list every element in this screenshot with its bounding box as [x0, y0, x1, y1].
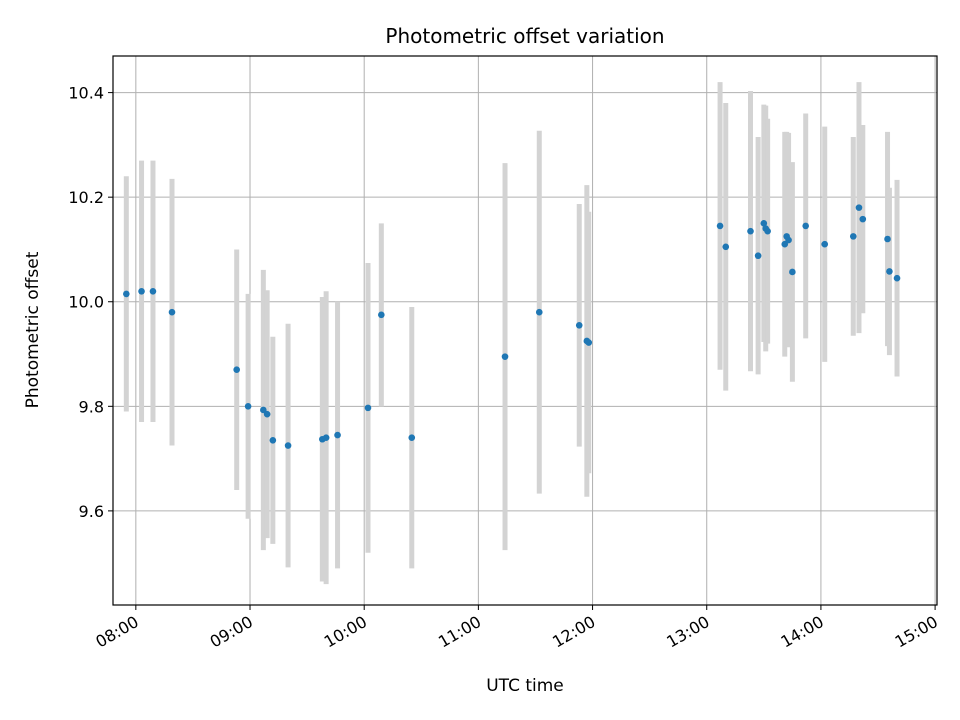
data-point: [233, 366, 240, 374]
data-point: [263, 410, 271, 418]
y-tick-label: 10.4: [68, 84, 104, 103]
data-point: [575, 321, 583, 329]
y-tick-label: 10.2: [68, 188, 104, 207]
data-points: [123, 204, 901, 449]
chart-title: Photometric offset variation: [385, 24, 664, 48]
data-point: [138, 287, 145, 295]
data-point: [747, 227, 754, 235]
data-point: [760, 220, 768, 227]
data-point: [408, 434, 416, 441]
data-point: [149, 287, 157, 295]
y-axis: 9.6 9.8 10.0 10.2 10.4: [68, 84, 113, 521]
data-point: [535, 308, 543, 316]
y-tick-label: 9.6: [79, 502, 104, 521]
data-point: [821, 240, 829, 248]
data-point: [716, 222, 724, 230]
data-point: [859, 215, 867, 223]
data-point: [260, 406, 267, 414]
plot-frame: [112, 55, 938, 606]
y-tick-label: 9.8: [79, 397, 104, 416]
data-point: [849, 233, 857, 240]
x-axis-label: UTC time: [486, 676, 564, 696]
data-point: [722, 243, 730, 251]
data-point: [764, 227, 771, 235]
data-point: [378, 311, 385, 319]
data-point: [789, 268, 796, 276]
data-point: [886, 268, 893, 275]
data-point: [123, 290, 130, 298]
data-point: [334, 431, 341, 439]
data-point: [269, 437, 277, 444]
data-point: [322, 434, 330, 441]
y-axis-label: Photometric offset: [23, 251, 43, 408]
data-point: [244, 403, 252, 410]
y-tick-label: 10.0: [68, 293, 104, 312]
data-point: [284, 442, 292, 449]
data-point: [168, 308, 176, 316]
data-point: [785, 236, 792, 244]
data-point: [501, 353, 509, 360]
data-point: [893, 274, 901, 282]
data-point: [754, 252, 762, 260]
data-point: [585, 339, 593, 346]
data-point: [884, 235, 891, 243]
data-point: [781, 240, 789, 248]
data-point: [802, 222, 809, 230]
data-point: [364, 404, 372, 412]
data-point: [855, 204, 863, 211]
